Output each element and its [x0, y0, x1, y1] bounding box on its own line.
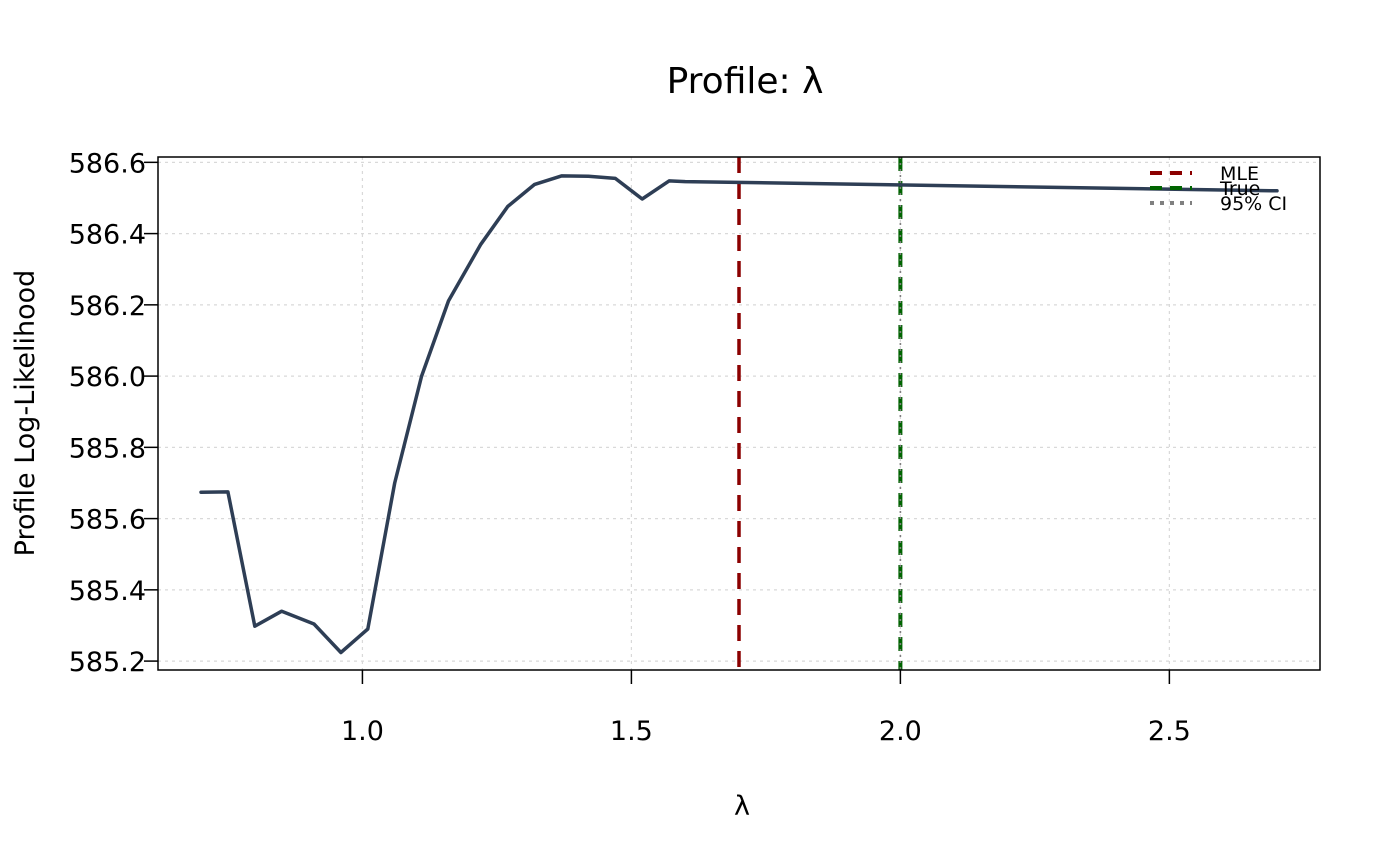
x-tick-label: 2.0 — [879, 716, 922, 747]
y-tick-label: 586.0 — [69, 362, 146, 393]
y-tick-label: 586.6 — [69, 148, 146, 179]
x-axis: 1.0 1.5 2.0 2.5 — [341, 670, 1191, 747]
x-tick-label: 1.0 — [341, 716, 384, 747]
legend-label: 95% CI — [1220, 193, 1287, 215]
legend-label: True — [1219, 178, 1260, 200]
chart-title: Profile: λ — [667, 61, 824, 102]
y-axis-label: Profile Log-Likelihood — [10, 270, 41, 557]
y-tick-label: 585.8 — [69, 433, 146, 464]
x-axis-label: λ — [734, 791, 750, 822]
y-tick-label: 586.2 — [69, 291, 146, 322]
y-axis: 585.2 585.4 585.6 585.8 586.0 586.2 586.4 586.6 — [69, 148, 158, 678]
profile-likelihood-line — [199, 174, 1279, 655]
grid-layer — [158, 157, 1320, 670]
x-tick-label: 2.5 — [1148, 716, 1191, 747]
y-tick-label: 585.2 — [69, 647, 146, 678]
y-tick-label: 585.4 — [69, 576, 146, 607]
plot-frame — [157, 156, 1321, 671]
x-tick-label: 1.5 — [610, 716, 653, 747]
legend-label: MLE — [1220, 163, 1259, 185]
y-tick-label: 586.4 — [69, 220, 146, 251]
reference-lines — [737, 157, 903, 670]
y-tick-label: 585.6 — [69, 505, 146, 536]
series-layer — [199, 174, 1279, 655]
